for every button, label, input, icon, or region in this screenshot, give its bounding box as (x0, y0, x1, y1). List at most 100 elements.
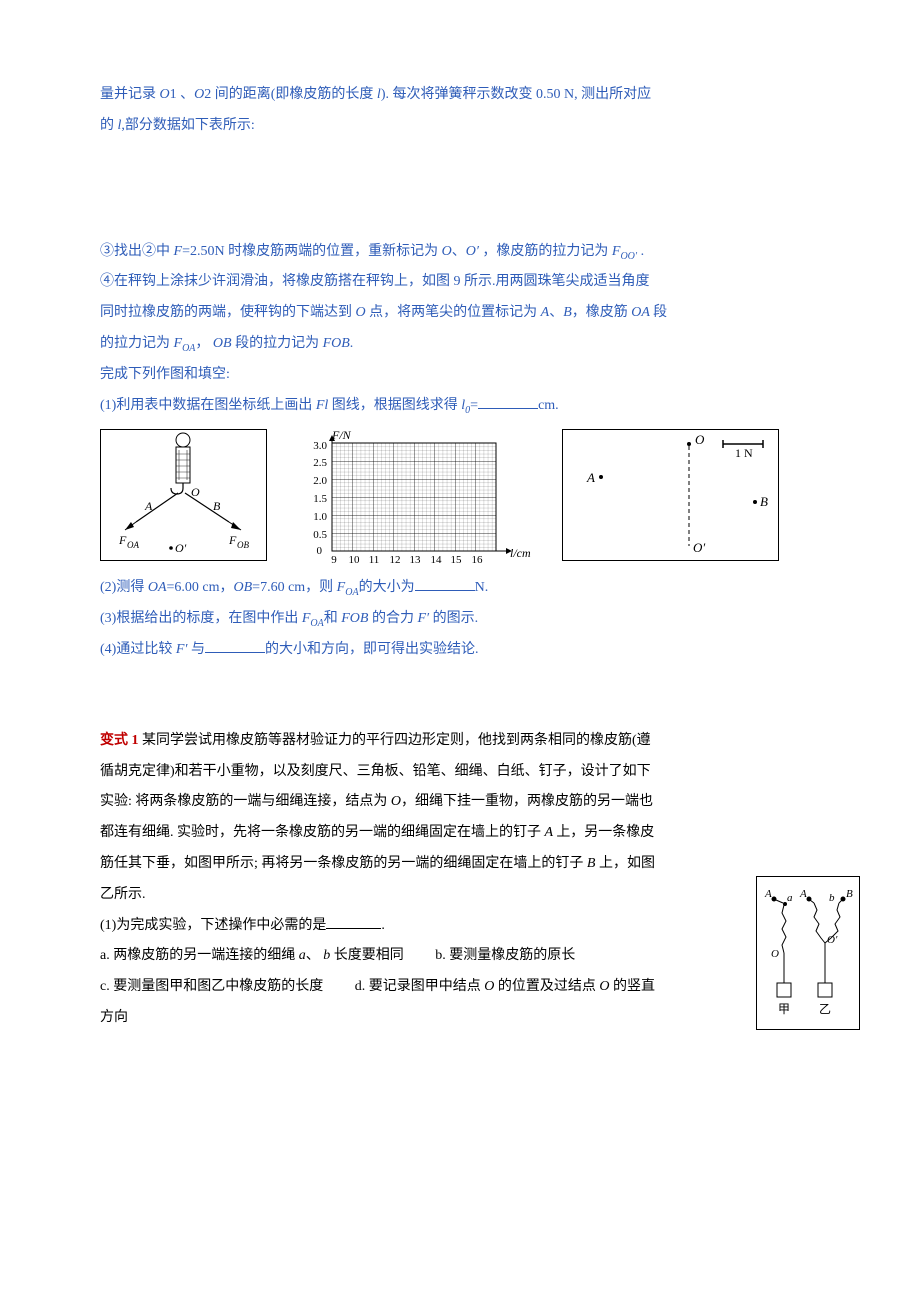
svg-text:O: O (695, 432, 705, 447)
var-O1: O (160, 87, 170, 102)
svg-text:2.0: 2.0 (313, 475, 327, 487)
svg-text:10: 10 (349, 554, 361, 566)
num1: 1 (170, 87, 181, 102)
variant-options-d2: 方向 (100, 1003, 860, 1034)
text: ，橡皮筋 (572, 305, 632, 320)
var-OA: OA (631, 305, 653, 320)
var-FOB: FOB (341, 611, 372, 626)
spring-diagram: O A B F OA F OB O′ (100, 429, 267, 561)
variant-options-ab: a. 两橡皮筋的另一端连接的细绳 a、 b 长度要相同 b. 要测量橡皮筋的原长 (100, 941, 860, 972)
sub-oa: OA (345, 587, 358, 598)
variant-side-figure: A a O 甲 A B b O′ 乙 (756, 876, 860, 1030)
variant-line-2: 循胡克定律)和若干小重物，以及刻度尺、三角板、铅笔、细绳、白纸、钉子，设计了如下 (100, 757, 860, 788)
text: 实验: 将两条橡皮筋的一端与细绳连接，结点为 (100, 794, 391, 809)
text: 上，如图 (599, 856, 655, 871)
text: (2)测得 (100, 580, 148, 595)
text: 都连有细绳. 实验时，先将一条橡皮筋的另一端的细绳固定在墙上的钉子 (100, 825, 545, 840)
fl-chart: F/N 0 0.5 1.0 1.5 2.0 2.5 3.0 9 10 (292, 429, 537, 569)
svg-text:12: 12 (390, 554, 401, 566)
sep: 、 (452, 244, 466, 259)
svg-text:2.5: 2.5 (313, 457, 327, 469)
text: 段 (653, 305, 667, 320)
text: 段的拉力记为 (235, 336, 323, 351)
opt-a: a. 两橡皮筋的另一端连接的细绳 (100, 948, 299, 963)
sub-oo: OO′ (620, 250, 637, 261)
sub-oa: OA (182, 343, 195, 354)
svg-text:16: 16 (472, 554, 484, 566)
var-F: F (174, 244, 183, 259)
opt-c: c. 要测量图甲和图乙中橡皮筋的长度 (100, 979, 323, 994)
var-FOA: F (174, 336, 183, 351)
svg-text:14: 14 (431, 554, 443, 566)
var-OB: OB (234, 580, 253, 595)
step-4-line3: 的拉力记为 FOA， OB 段的拉力记为 FOB. (100, 329, 860, 360)
svg-text:O: O (771, 948, 779, 960)
question-4: (4)通过比较 F′ 与的大小和方向，即可得出实验结论. (100, 635, 860, 666)
variant-line-3: 实验: 将两条橡皮筋的一端与细绳连接，结点为 O，细绳下挂一重物，两橡皮筋的另一… (100, 787, 860, 818)
intro-line-1: 量并记录 O1 、O2 间的距离(即橡皮筋的长度 l). 每次将弹簧秤示数改变 … (100, 80, 860, 111)
period: . (381, 918, 385, 933)
text: = (470, 398, 478, 413)
var-FOA: F (337, 580, 346, 595)
text: 图线，根据图线求得 (332, 398, 462, 413)
svg-text:A: A (764, 888, 772, 900)
sep: 、 (549, 305, 563, 320)
svg-text:A: A (586, 470, 595, 485)
intro-line-2: 的 l,部分数据如下表所示: (100, 111, 860, 142)
svg-text:F: F (118, 533, 127, 547)
text: 的 (100, 118, 118, 133)
var-l: l (324, 398, 331, 413)
text: 上，另一条橡皮 (556, 825, 654, 840)
text: 同时拉橡皮筋的两端，使秤钩的下端达到 (100, 305, 356, 320)
var-Oprime: O′ (466, 244, 483, 259)
text: 量并记录 (100, 87, 160, 102)
text: 的大小和方向，即可得出实验结论. (265, 642, 479, 657)
var-OB: OB (213, 336, 235, 351)
label-O: O (191, 485, 200, 499)
opt-d-start: d. 要记录图甲中结点 (355, 979, 485, 994)
blank-l0 (478, 394, 538, 409)
text: ③找出②中 (100, 244, 174, 259)
svg-text:b: b (829, 892, 835, 904)
blank-compare (205, 638, 265, 653)
svg-text:11: 11 (369, 554, 380, 566)
svg-text:9: 9 (331, 554, 337, 566)
text: ，细绳下挂一重物，两橡皮筋的另一端也 (401, 794, 653, 809)
text: ,部分数据如下表所示: (121, 118, 254, 133)
svg-text:O′: O′ (175, 541, 187, 555)
svg-text:A: A (144, 499, 153, 513)
text: . (637, 244, 644, 259)
var-OA: OA (148, 580, 167, 595)
text: 和 (324, 611, 342, 626)
text: . (350, 336, 354, 351)
var-b: b (320, 948, 334, 963)
text: 的拉力记为 (100, 336, 174, 351)
sep: 、 (306, 948, 320, 963)
svg-text:A: A (799, 888, 807, 900)
svg-text:15: 15 (451, 554, 463, 566)
text: 的大小为 (359, 580, 415, 595)
variant-options-cd: c. 要测量图甲和图乙中橡皮筋的长度 d. 要记录图甲中结点 O 的位置及过结点… (100, 972, 860, 1003)
svg-text:13: 13 (410, 554, 422, 566)
svg-text:l/cm: l/cm (510, 546, 531, 560)
text: ). 每次将弹簧秤示数改变 0.50 N, 测出所对应 (381, 87, 651, 102)
var-Fprime: F′ (176, 642, 191, 657)
text: 的合力 (372, 611, 418, 626)
var-A: A (541, 305, 550, 320)
diagram-row: O A B F OA F OB O′ (100, 429, 860, 569)
opt-a-end: 长度要相同 (334, 948, 404, 963)
variant-q1: (1)为完成实验，下述操作中必需的是. (100, 911, 860, 942)
variant-line-6: 乙所示. (100, 880, 860, 911)
svg-text:乙: 乙 (819, 1002, 831, 1016)
blank-q1 (326, 914, 381, 929)
sub-oa: OA (310, 618, 323, 629)
svg-text:3.0: 3.0 (313, 440, 327, 452)
svg-text:B: B (846, 888, 853, 900)
var-Fprime: F′ (417, 611, 432, 626)
text: 点，将两笔尖的位置标记为 (366, 305, 541, 320)
sep: 、 (180, 87, 194, 102)
text: N. (475, 580, 489, 595)
var-O2: O (194, 87, 204, 102)
question-3: (3)根据给出的标度，在图中作出 FOA和 FOB 的合力 F′ 的图示. (100, 604, 860, 635)
text: =7.60 cm，则 (252, 580, 337, 595)
